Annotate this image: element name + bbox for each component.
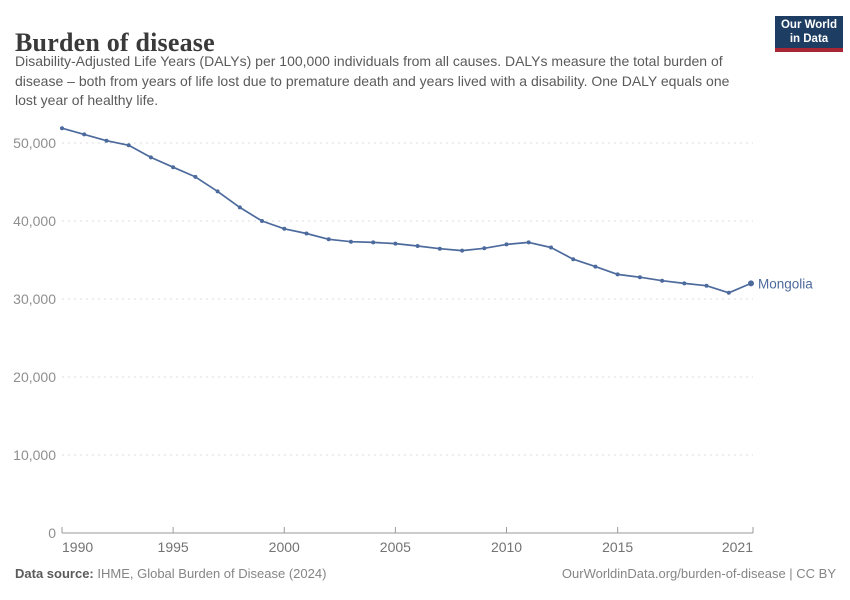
data-point: [526, 240, 531, 245]
data-point: [460, 248, 465, 253]
data-point: [637, 275, 642, 280]
data-point: [126, 143, 131, 148]
x-tick-label: 2000: [269, 539, 300, 555]
x-tick-label: 1995: [158, 539, 189, 555]
data-point: [215, 189, 220, 194]
data-source-value: IHME, Global Burden of Disease (2024): [93, 566, 327, 581]
y-tick-label: 30,000: [13, 291, 56, 307]
data-point: [304, 231, 309, 236]
y-tick-label: 0: [48, 525, 56, 541]
x-tick-label: 2015: [602, 539, 633, 555]
data-point: [704, 283, 709, 288]
data-point: [371, 240, 376, 245]
data-point: [82, 132, 87, 137]
data-point: [282, 226, 287, 231]
data-point: [193, 174, 198, 179]
data-point: [571, 257, 576, 262]
data-point: [748, 280, 754, 287]
y-tick-label: 40,000: [13, 213, 56, 229]
data-point: [237, 205, 242, 210]
chart-title: Burden of disease: [15, 28, 215, 58]
data-point: [393, 241, 398, 246]
y-tick-label: 50,000: [13, 135, 56, 151]
data-point: [348, 239, 353, 244]
owid-logo-line1: Our World: [780, 19, 837, 31]
data-point: [726, 290, 731, 295]
data-point: [260, 219, 264, 223]
entity-label[interactable]: Mongolia: [758, 276, 813, 291]
data-point: [660, 278, 665, 283]
data-point: [60, 126, 64, 131]
data-point: [549, 245, 553, 250]
data-source-text: Data source: IHME, Global Burden of Dise…: [15, 566, 326, 581]
data-point: [593, 264, 598, 269]
data-point: [326, 237, 331, 242]
owid-logo[interactable]: Our World in Data: [775, 16, 843, 52]
owid-url-link[interactable]: OurWorldinData.org/burden-of-disease | C…: [561, 566, 836, 581]
y-tick-label: 10,000: [13, 447, 56, 463]
data-point: [615, 272, 620, 277]
series-line: [61, 127, 752, 294]
data-point: [437, 246, 442, 251]
data-point: [171, 165, 176, 170]
data-point: [104, 138, 109, 143]
x-tick-label: 2021: [722, 539, 753, 555]
data-point: [148, 155, 153, 160]
data-point: [504, 242, 509, 247]
y-tick-label: 20,000: [13, 369, 56, 385]
owid-logo-line2: in Data: [789, 32, 829, 45]
data-source-label: Data source:: [15, 566, 94, 581]
x-tick-label: 2005: [380, 539, 411, 555]
data-point: [482, 246, 487, 251]
data-point: [682, 281, 687, 286]
chart-subtitle: Disability-Adjusted Life Years (DALYs) p…: [15, 53, 730, 108]
x-tick-label: 1990: [62, 539, 93, 555]
x-tick-label: 2010: [491, 539, 522, 555]
data-point: [415, 244, 420, 248]
